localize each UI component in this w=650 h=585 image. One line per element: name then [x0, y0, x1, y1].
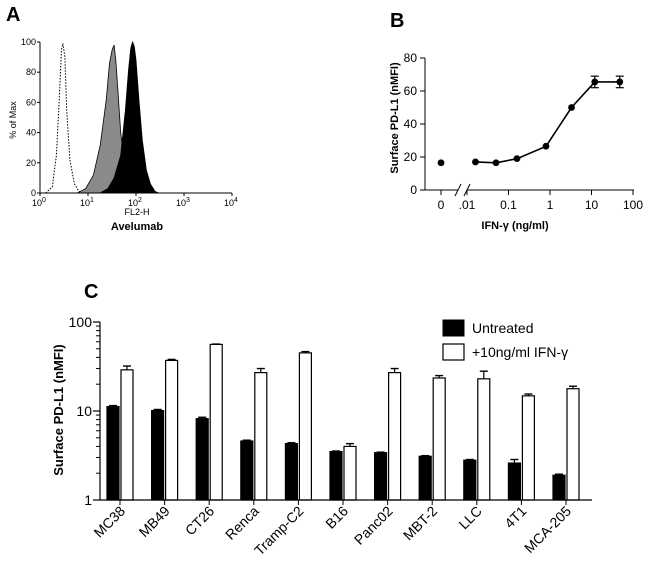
panel-c-category-label: B16 [322, 503, 351, 532]
panel-b-y-tick-label: 0 [410, 183, 417, 197]
panel-c-category-label: MC38 [90, 503, 128, 541]
panel-c-category-label: Renca [222, 503, 262, 543]
bar-untreated-llc [463, 459, 477, 501]
panel-b-x-tick-label: 0.1 [500, 198, 517, 212]
panel-a-y-tick-label: 80 [26, 67, 36, 77]
panel-b-ylabel: Surface PD-L1 (nMFI) [389, 62, 401, 174]
panel-b-letter: B [390, 10, 404, 32]
panel-a-letter: A [6, 4, 20, 26]
bar-untreated-ct26 [195, 418, 209, 501]
panel-b-point [616, 78, 624, 86]
panel-b-x-tick-label: 0 [438, 198, 445, 212]
panel-c-category-label: MBT-2 [400, 503, 441, 544]
bar-ifn-4t1 [521, 395, 536, 501]
panel-a-xlabel: FL2-H [124, 207, 149, 217]
bar-ifn-panc02 [388, 372, 402, 501]
panel-c-legend: Untreated +10ng/ml IFN-γ [442, 319, 568, 361]
panel-a-y-tick-label: 60 [26, 97, 36, 107]
panel-a-x-tick-label: 100 [32, 197, 46, 208]
panel-b-xlabel: IFN-γ (ng/ml) [481, 220, 549, 232]
panel-c-letter: C [84, 281, 98, 303]
bar-ifn-mbt-2 [432, 377, 446, 501]
panel-c-y-ticks: 1 10 100 [69, 314, 100, 508]
bar-ifn-b16 [343, 445, 357, 501]
legend-swatch-untreated [442, 319, 465, 337]
panel-c-category-label: Panc02 [351, 503, 396, 548]
panel-b-x-tick-label: .01 [459, 198, 476, 212]
panel-b: B Surface PD-L1 (nMFI) 0 20 40 60 80 0 .01 0.1… [389, 10, 643, 232]
panel-a-axes [39, 42, 232, 194]
panel-a-y-tick-label: 100 [21, 37, 36, 47]
bar-ifn-mc38 [120, 369, 134, 501]
panel-b-point [542, 142, 550, 150]
panel-b-series [437, 75, 624, 167]
panel-b-y-tick-label: 20 [404, 150, 418, 164]
panel-c-category-label: MB49 [136, 503, 173, 540]
panel-c-y-tick-label: 100 [69, 314, 93, 330]
panel-b-x-tick-label: 10 [585, 198, 599, 212]
panel-c-category-label: Tramp-C2 [251, 503, 307, 559]
panel-a-ylabel: % of Max [8, 101, 18, 139]
legend-label-untreated: Untreated [472, 320, 533, 336]
panel-b-x-ticks: 0 .01 0.1 1 10 100 [438, 190, 643, 212]
panel-a-x-tick-label: 104 [224, 197, 238, 208]
legend-label-ifn: +10ng/ml IFN-γ [472, 344, 568, 360]
panel-b-axis-break-left [454, 183, 462, 197]
panel-a-x-tick-label: 102 [128, 197, 142, 208]
panel-b-point [568, 104, 575, 111]
panel-c-category-label: LLC [455, 503, 484, 532]
panel-c: C Surface PD-L1 (nMFI) 1 10 100 MC38 MB49 CT… [51, 281, 592, 558]
bar-ifn-tramp-c2 [298, 352, 312, 501]
panel-b-y-ticks: 0 20 40 60 80 [404, 51, 425, 197]
panel-a-histogram-isotype [45, 43, 83, 194]
panel-b-x-tick-label: 1 [547, 198, 554, 212]
panel-a-y-tick-label: 20 [26, 158, 36, 168]
bar-ifn-mb49 [165, 359, 179, 501]
bar-untreated-renca [240, 440, 254, 501]
bar-untreated-4t1 [507, 462, 521, 501]
panel-a-curves [45, 40, 160, 194]
bar-ifn-llc [477, 378, 491, 501]
bar-untreated-panc02 [374, 452, 388, 501]
panel-c-ylabel: Surface PD-L1 (nMFI) [51, 344, 66, 475]
bar-untreated-mbt-2 [418, 455, 432, 501]
bar-untreated-mb49 [151, 410, 165, 501]
bar-untreated-mca-205 [552, 474, 566, 501]
bar-untreated-b16 [329, 450, 343, 501]
panel-a-histogram-ifn [98, 40, 160, 194]
panel-c-category-label: MCA-205 [521, 503, 574, 556]
bar-ifn-renca [254, 372, 268, 501]
panel-c-y-tick-label: 1 [84, 492, 92, 508]
panel-b-point [591, 78, 599, 86]
panel-c-category-label: 4T1 [501, 503, 530, 532]
panel-b-curve [475, 81, 620, 164]
panel-a-y-tick-label: 40 [26, 128, 36, 138]
legend-swatch-ifn [442, 343, 465, 361]
panel-b-x-tick-label: 100 [623, 198, 643, 212]
panel-b-y-tick-label: 40 [404, 117, 418, 131]
panel-b-y-tick-label: 60 [404, 84, 418, 98]
panel-a-x-tick-label: 101 [80, 197, 94, 208]
panel-a-title: Avelumab [111, 221, 163, 233]
panel-b-point [513, 155, 521, 163]
panel-a-x-ticks: 100 101 102 103 104 [32, 193, 238, 208]
panel-c-bars [106, 343, 580, 501]
bar-ifn-ct26 [209, 343, 223, 501]
panel-a-x-tick-label: 103 [176, 197, 190, 208]
panel-b-point [492, 159, 500, 167]
panel-c-category-label: CT26 [182, 503, 218, 539]
bar-untreated-tramp-c2 [284, 443, 298, 501]
panel-b-y-tick-label: 80 [404, 51, 418, 65]
panel-a-y-tick-label: 0 [31, 188, 36, 198]
bar-ifn-mca-205 [566, 388, 580, 501]
panel-b-point [472, 158, 479, 166]
panel-a-y-ticks: 0 20 40 60 80 100 [21, 37, 40, 198]
panel-c-y-tick-label: 10 [76, 403, 92, 419]
panel-b-point-zero [437, 159, 445, 167]
bar-untreated-mc38 [106, 406, 120, 501]
